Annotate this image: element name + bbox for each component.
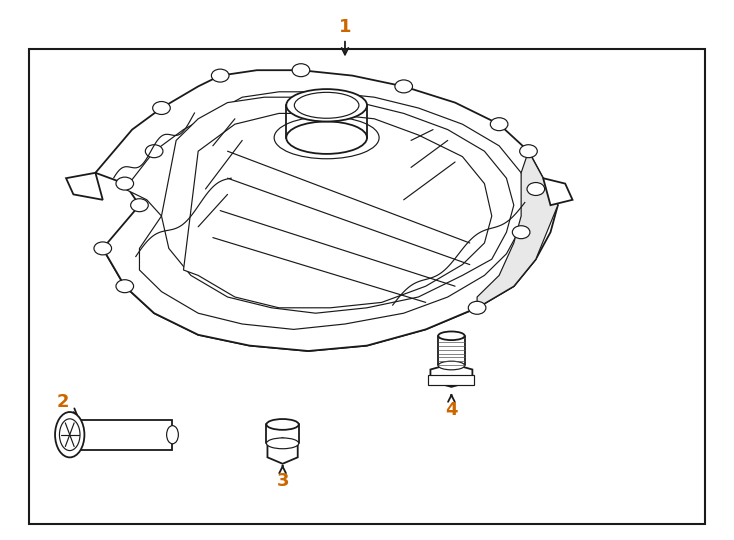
Circle shape (94, 242, 112, 255)
Polygon shape (103, 248, 536, 351)
Polygon shape (429, 375, 474, 385)
Ellipse shape (266, 419, 299, 430)
Circle shape (145, 145, 163, 158)
Polygon shape (184, 113, 492, 308)
Polygon shape (430, 364, 473, 387)
Ellipse shape (59, 419, 80, 450)
Text: 3: 3 (276, 465, 289, 490)
Circle shape (211, 69, 229, 82)
Circle shape (468, 301, 486, 314)
Polygon shape (66, 173, 103, 200)
Ellipse shape (55, 412, 84, 457)
Polygon shape (267, 438, 298, 464)
Polygon shape (543, 178, 573, 205)
Ellipse shape (266, 438, 299, 449)
Circle shape (527, 183, 545, 195)
Text: 4: 4 (445, 395, 458, 420)
Circle shape (520, 145, 537, 158)
Circle shape (153, 102, 170, 114)
Text: 1: 1 (338, 18, 352, 55)
Ellipse shape (286, 89, 367, 122)
Circle shape (395, 80, 413, 93)
Ellipse shape (438, 361, 465, 370)
Text: 2: 2 (56, 393, 77, 415)
Polygon shape (95, 70, 558, 351)
Circle shape (490, 118, 508, 131)
Circle shape (292, 64, 310, 77)
Ellipse shape (286, 122, 367, 154)
Circle shape (131, 199, 148, 212)
Circle shape (116, 177, 134, 190)
Circle shape (512, 226, 530, 239)
Circle shape (116, 280, 134, 293)
Ellipse shape (167, 426, 178, 444)
Polygon shape (125, 92, 528, 329)
Polygon shape (477, 151, 558, 308)
Ellipse shape (294, 92, 359, 118)
Bar (70, 420, 172, 449)
Ellipse shape (438, 332, 465, 340)
Polygon shape (161, 97, 514, 313)
